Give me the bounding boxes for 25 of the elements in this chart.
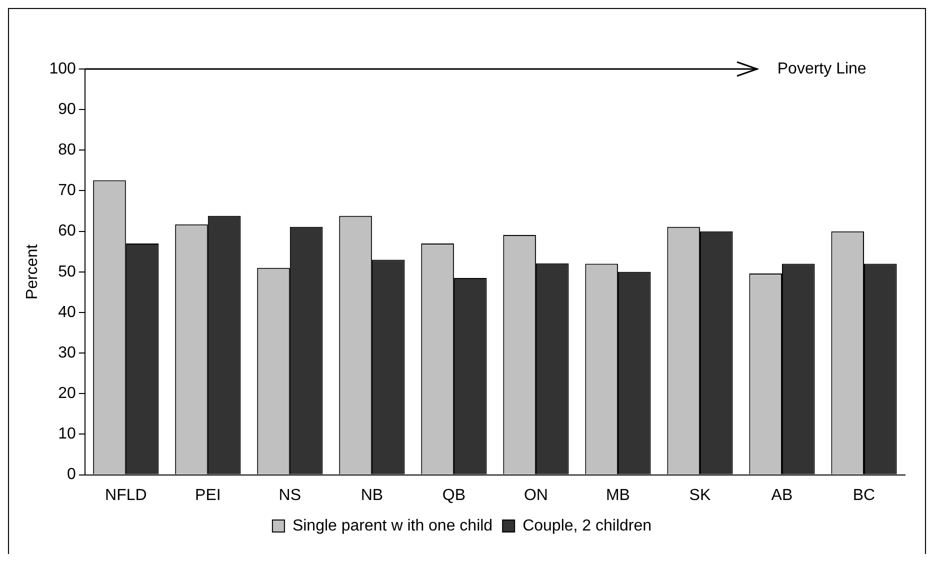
y-tick-label: 0 [66,466,76,484]
x-tick-label: AB [771,486,793,504]
y-tick-label: 40 [58,304,76,321]
x-tick-label: ON [524,486,548,504]
y-tick-label: 90 [58,100,76,118]
legend-label: Couple, 2 children [522,517,652,534]
x-tick-label: BC [852,486,876,504]
y-tick-label: 30 [58,344,76,362]
x-tick-label: MB [606,486,630,504]
x-tick-label: NFLD [105,486,147,504]
x-tick-label: PEI [195,486,221,504]
y-axis-title: Percent [24,244,42,300]
y-tick-label: 50 [58,263,76,280]
y-tick-label: 20 [58,385,76,402]
y-tick-label: 100 [49,60,76,78]
y-tick-label: 80 [58,142,76,159]
y-tick-label: 10 [58,426,76,443]
y-tick-label: 70 [58,182,76,200]
x-tick-label: QB [442,486,466,504]
x-tick-label: NB [360,486,384,504]
legend-label: Single parent w ith one child [292,517,493,534]
ref-line-label: Poverty Line [777,60,866,78]
y-tick-label: 60 [58,222,76,240]
x-tick-label: SK [689,486,711,504]
x-tick-label: NS [278,486,302,504]
